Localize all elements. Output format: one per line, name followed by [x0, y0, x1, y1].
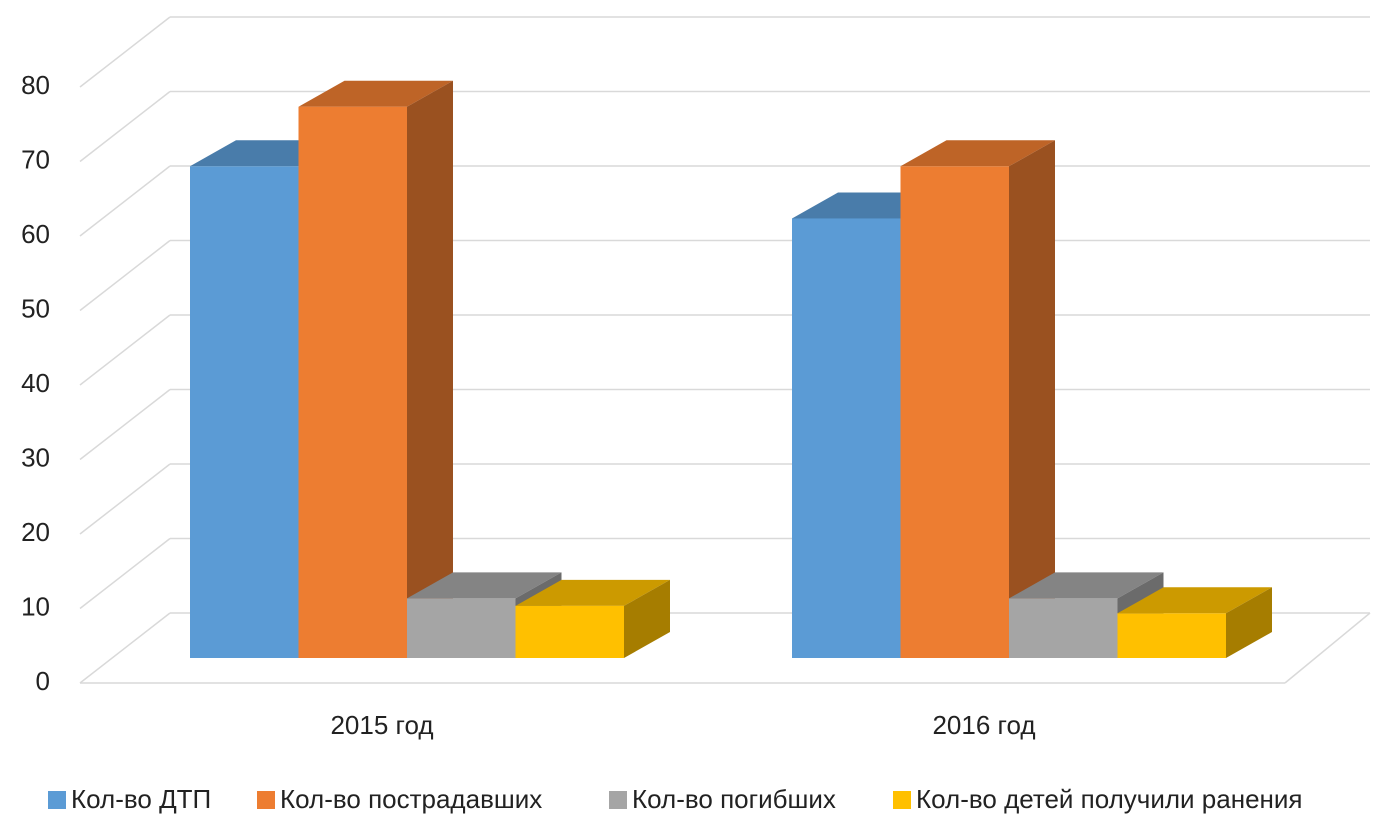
grid-line: [79, 612, 171, 684]
legend-swatch: [893, 791, 911, 809]
bar-side: [1226, 587, 1272, 658]
legend-label: Кол-во детей получили ранения: [916, 784, 1302, 814]
bar-side: [624, 579, 670, 658]
y-tick-label: 60: [21, 219, 50, 249]
grid-line: [79, 90, 171, 163]
y-tick-label: 80: [21, 70, 50, 100]
y-tick-label: 40: [21, 368, 50, 398]
bar-top: [900, 140, 1055, 167]
grid-line: [79, 314, 171, 386]
legend-label: Кол-во пострадавших: [280, 784, 542, 814]
y-tick-label: 50: [21, 293, 50, 323]
bar-top: [1117, 587, 1272, 614]
y-tick-label: 20: [21, 517, 50, 547]
bar-top: [1009, 572, 1164, 599]
grid-line: [79, 16, 171, 88]
grid-line: [79, 388, 171, 461]
y-tick-label: 30: [21, 442, 50, 472]
y-tick-label: 0: [36, 666, 50, 696]
grid-line: [79, 165, 171, 237]
legend-swatch: [257, 791, 275, 809]
bar: [1009, 598, 1118, 658]
bar: [900, 166, 1009, 659]
bar-side: [407, 80, 453, 658]
bar: [792, 218, 901, 658]
bar: [515, 605, 624, 658]
x-tick-label: 2016 год: [932, 710, 1035, 740]
grid-line: [79, 537, 171, 610]
floor-line: [1284, 612, 1371, 684]
y-tick-label: 10: [21, 591, 50, 621]
bar-top: [515, 579, 670, 606]
bar: [190, 166, 299, 659]
x-tick-label: 2015 год: [330, 710, 433, 740]
bar: [1117, 613, 1226, 658]
grid-line: [79, 239, 171, 312]
legend-label: Кол-во ДТП: [71, 784, 211, 814]
bar: [298, 106, 407, 658]
legend-label: Кол-во погибших: [632, 784, 836, 814]
legend-swatch: [48, 791, 66, 809]
legend-swatch: [609, 791, 627, 809]
bar-side: [1009, 140, 1055, 659]
bar-top: [298, 80, 453, 107]
bar: [407, 598, 516, 658]
bar-top: [407, 572, 562, 599]
grid-line: [79, 463, 171, 535]
y-tick-label: 70: [21, 144, 50, 174]
